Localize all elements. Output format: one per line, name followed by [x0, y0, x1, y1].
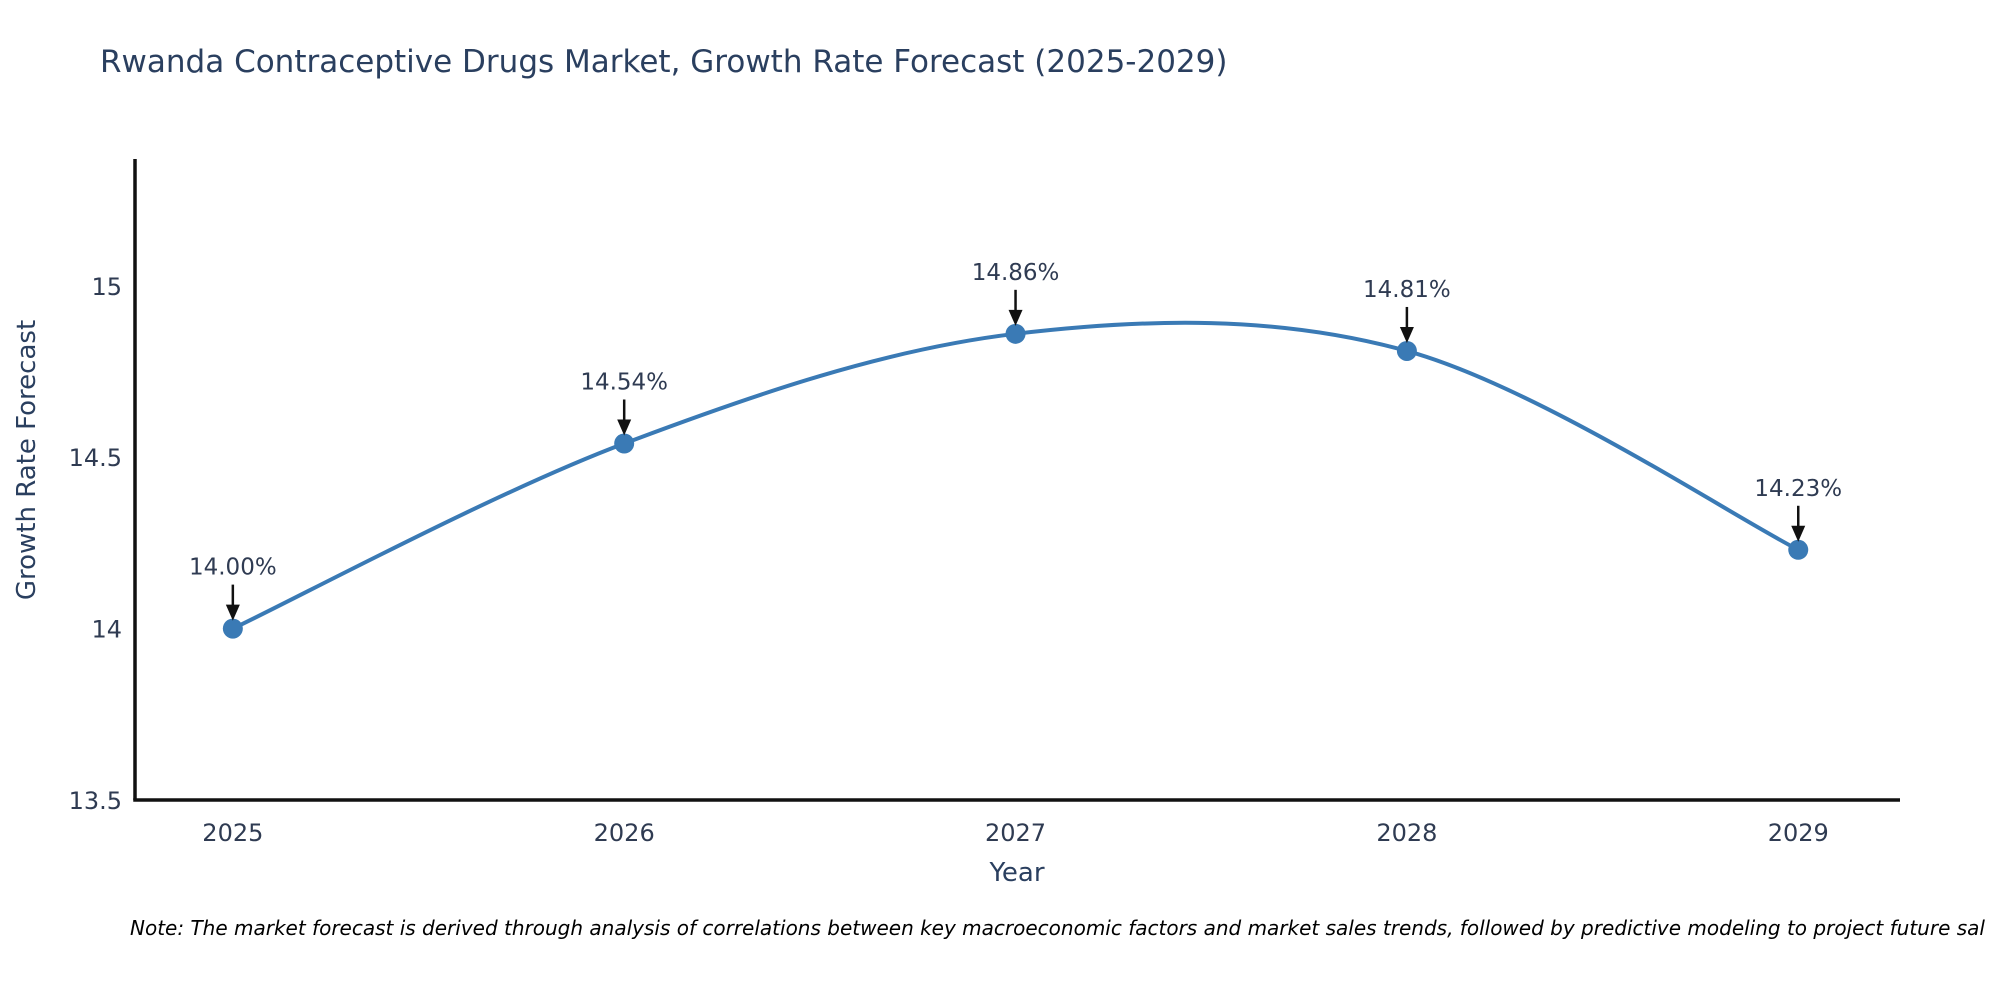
- annotation-label: 14.86%: [972, 260, 1060, 286]
- x-axis-title: Year: [989, 858, 1045, 888]
- x-tick-label: 2026: [594, 819, 655, 847]
- line-series: [230, 320, 1801, 631]
- y-tick-label: 15: [91, 273, 122, 301]
- annotation-arrowhead-icon: [1399, 326, 1414, 343]
- data-point-marker: [222, 618, 243, 639]
- data-point-marker: [1005, 323, 1026, 344]
- annotation-arrowhead-icon: [225, 604, 240, 621]
- y-tick-label: 14: [91, 616, 122, 644]
- x-tick-label: 2025: [202, 819, 263, 847]
- x-tick-label: 2029: [1768, 819, 1829, 847]
- data-point-marker: [1788, 539, 1809, 560]
- annotation-arrowhead-icon: [617, 419, 632, 436]
- annotation-label: 14.81%: [1363, 277, 1451, 303]
- data-point-marker: [614, 433, 635, 454]
- data-point-marker: [1396, 340, 1417, 361]
- y-tick-label: 13.5: [69, 787, 122, 815]
- footnote: Note: The market forecast is derived thr…: [130, 916, 1985, 940]
- x-tick-label: 2028: [1376, 819, 1437, 847]
- annotation-arrowhead-icon: [1791, 525, 1806, 542]
- annotation-label: 14.23%: [1754, 476, 1842, 502]
- annotation-label: 14.54%: [580, 370, 668, 396]
- annotation-arrowhead-icon: [1008, 309, 1023, 326]
- chart-title: Rwanda Contraceptive Drugs Market, Growt…: [100, 44, 1228, 80]
- y-tick-label: 14.5: [69, 444, 122, 472]
- annotation-label: 14.00%: [189, 555, 277, 581]
- x-tick-label: 2027: [985, 819, 1046, 847]
